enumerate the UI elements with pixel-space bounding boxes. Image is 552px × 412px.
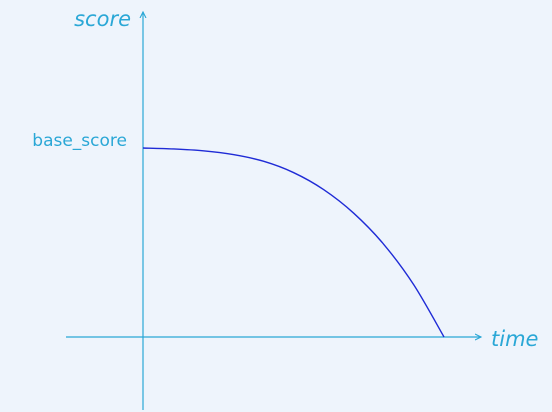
y-axis-title: score <box>74 7 131 31</box>
x-axis-title: time <box>491 327 538 351</box>
score-decay-line <box>142 147 445 338</box>
y-tick-label-base-score: base_score <box>32 131 127 151</box>
